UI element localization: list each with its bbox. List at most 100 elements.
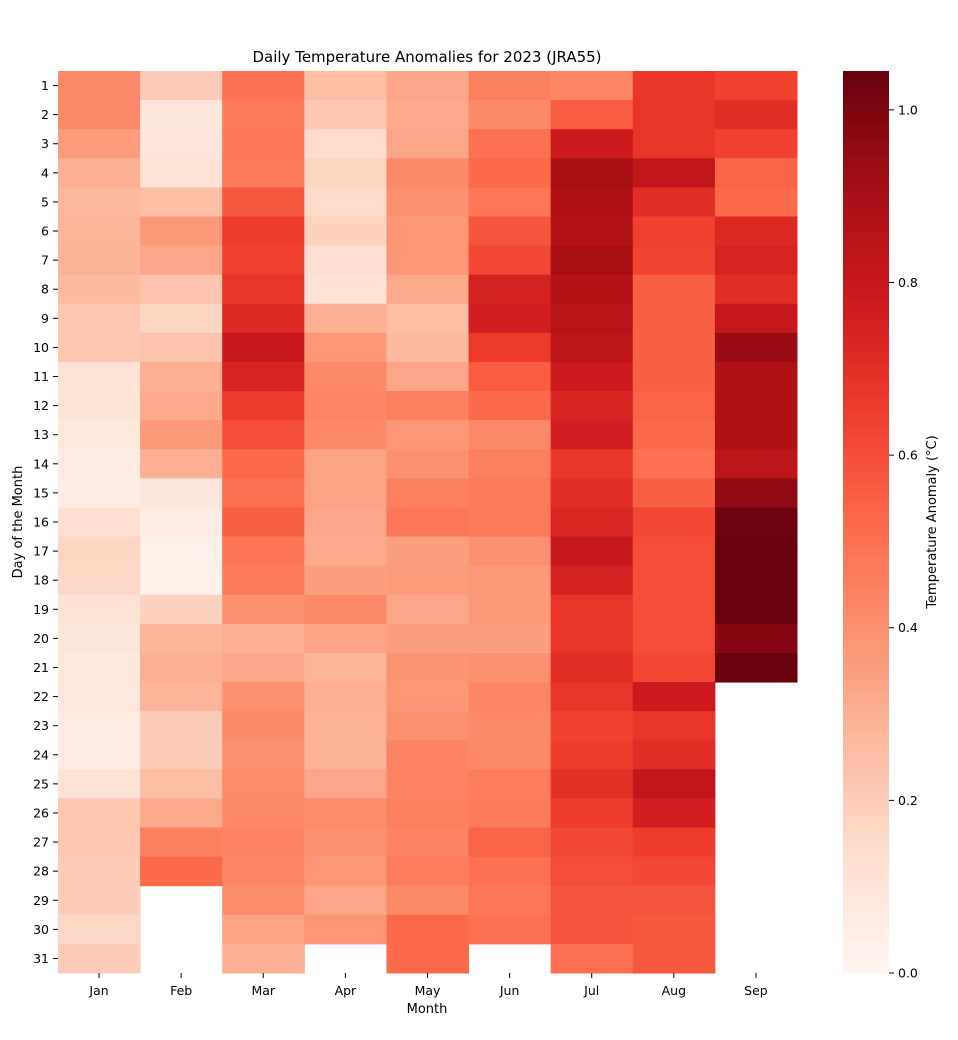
heatmap-cell-Feb-19: [140, 594, 223, 625]
heatmap-cell-Jan-21: [58, 652, 141, 683]
x-tick-label: Mar: [251, 983, 275, 998]
heatmap-cell-Aug-31: [632, 943, 716, 974]
heatmap-cell-Apr-19: [304, 594, 387, 625]
heatmap-cell-Jan-7: [58, 245, 141, 276]
heatmap-cell-May-27: [386, 827, 470, 858]
heatmap-cell-Mar-11: [222, 361, 305, 392]
y-axis-label: Day of the Month: [11, 466, 26, 579]
heatmap-cells: [58, 71, 798, 974]
heatmap-cell-Sep-7: [714, 245, 798, 276]
heatmap-cell-Apr-27: [304, 827, 387, 858]
heatmap-cell-Feb-15: [140, 478, 223, 508]
x-tick-label: Sep: [744, 983, 768, 998]
heatmap-cell-Apr-11: [304, 361, 387, 392]
heatmap-cell-Aug-27: [632, 827, 716, 858]
y-tick-label: 4: [41, 165, 49, 180]
heatmap-cell-Jul-2: [550, 100, 634, 130]
heatmap-cell-Sep-19: [714, 594, 798, 625]
y-tick-label: 11: [33, 369, 49, 384]
heatmap-cell-Jul-25: [550, 769, 634, 799]
colorbar-ticks: 0.0 0.2 0.4 0.6 0.8 1.0: [889, 102, 918, 981]
heatmap-cell-Feb-1: [140, 71, 223, 101]
heatmap-cell-Sep-10: [714, 332, 798, 363]
heatmap-cell-Jun-20: [468, 623, 552, 654]
heatmap-cell-Aug-25: [632, 769, 716, 799]
heatmap-cell-Jan-17: [58, 536, 141, 567]
heatmap-cell-Jul-23: [550, 711, 634, 741]
y-tick-label: 6: [41, 224, 49, 239]
heatmap-cell-Apr-8: [304, 274, 387, 305]
y-tick-label: 7: [41, 253, 49, 268]
heatmap-cell-May-25: [386, 769, 470, 799]
heatmap-cell-Apr-15: [304, 478, 387, 508]
heatmap-cell-May-24: [386, 740, 470, 770]
heatmap-cell-Jul-19: [550, 594, 634, 625]
heatmap-cell-Sep-18: [714, 565, 798, 596]
heatmap-cell-May-4: [386, 158, 470, 188]
heatmap-cell-May-11: [386, 361, 470, 392]
y-tick-label: 5: [41, 194, 49, 209]
heatmap-cell-May-14: [386, 449, 470, 479]
heatmap-cell-Jul-14: [550, 449, 634, 479]
heatmap-cell-Jun-29: [468, 885, 552, 916]
colorbar-tick-label: 1.0: [898, 102, 918, 117]
heatmap-cell-Aug-6: [632, 216, 716, 247]
heatmap-cell-Jan-4: [58, 158, 141, 188]
heatmap-cell-Apr-16: [304, 507, 387, 538]
heatmap-cell-Jun-12: [468, 391, 552, 421]
heatmap-cell-Sep-12: [714, 391, 798, 421]
heatmap-cell-Feb-10: [140, 332, 223, 363]
heatmap-cell-Jun-11: [468, 361, 552, 392]
colorbar-tick-label: 0.6: [898, 448, 918, 463]
heatmap-cell-Mar-12: [222, 391, 305, 421]
heatmap-cell-Jan-26: [58, 798, 141, 829]
heatmap-cell-Aug-19: [632, 594, 716, 625]
heatmap-cell-Jul-11: [550, 361, 634, 392]
heatmap-cell-Jul-21: [550, 652, 634, 683]
heatmap-cell-Sep-17: [714, 536, 798, 567]
heatmap-cell-Jun-30: [468, 914, 552, 945]
heatmap-cell-Feb-22: [140, 682, 223, 712]
heatmap-cell-Aug-2: [632, 100, 716, 130]
heatmap-cell-Jun-16: [468, 507, 552, 538]
heatmap-cell-Jun-17: [468, 536, 552, 567]
chart-title: Daily Temperature Anomalies for 2023 (JR…: [252, 48, 601, 66]
heatmap-cell-May-7: [386, 245, 470, 276]
heatmap-cell-Apr-2: [304, 100, 387, 130]
heatmap-cell-Jan-1: [58, 71, 141, 101]
heatmap-cell-Sep-13: [714, 420, 798, 450]
heatmap-cell-May-21: [386, 652, 470, 683]
heatmap-cell-Mar-22: [222, 682, 305, 712]
y-tick-label: 26: [33, 805, 49, 820]
heatmap-cell-Jul-4: [550, 158, 634, 188]
heatmap-cell-Apr-21: [304, 652, 387, 683]
heatmap-cell-Jul-20: [550, 623, 634, 654]
heatmap-cell-Jan-31: [58, 943, 141, 974]
heatmap-cell-Apr-23: [304, 711, 387, 741]
heatmap-cell-May-19: [386, 594, 470, 625]
heatmap-cell-Apr-29: [304, 885, 387, 916]
heatmap-cell-May-8: [386, 274, 470, 305]
y-tick-label: 27: [33, 835, 49, 850]
heatmap-cell-May-6: [386, 216, 470, 247]
heatmap-cell-Feb-21: [140, 652, 223, 683]
heatmap-cell-Feb-14: [140, 449, 223, 479]
heatmap-cell-Aug-18: [632, 565, 716, 596]
x-tick-label: Apr: [335, 983, 357, 998]
colorbar-tick-label: 0.0: [898, 966, 918, 981]
heatmap-cell-Apr-3: [304, 129, 387, 159]
heatmap-cell-Aug-21: [632, 652, 716, 683]
heatmap-cell-Mar-9: [222, 303, 305, 334]
heatmap-cell-Mar-2: [222, 100, 305, 130]
heatmap-cell-May-12: [386, 391, 470, 421]
heatmap-cell-Mar-8: [222, 274, 305, 305]
colorbar: [843, 71, 889, 973]
x-tick-label: Jan: [88, 983, 108, 998]
y-tick-label: 25: [33, 776, 49, 791]
heatmap-cell-Feb-23: [140, 711, 223, 741]
heatmap-cell-Sep-2: [714, 100, 798, 130]
heatmap-cell-Aug-20: [632, 623, 716, 654]
heatmap-cell-Jun-7: [468, 245, 552, 276]
heatmap-cell-Jan-3: [58, 129, 141, 159]
